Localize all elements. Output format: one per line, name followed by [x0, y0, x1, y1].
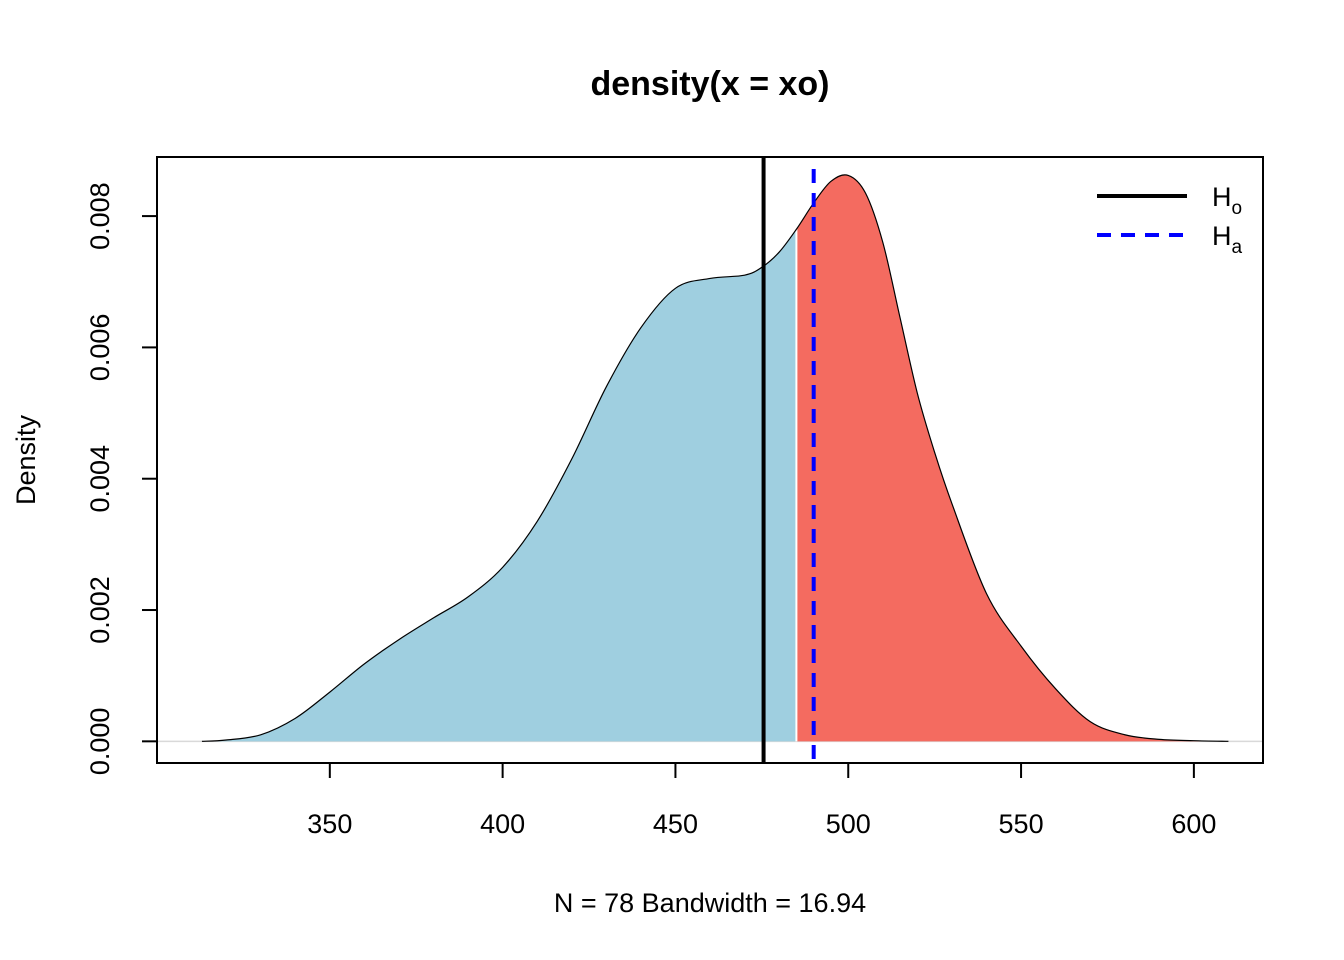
legend-label-1: Ho: [1212, 182, 1242, 219]
x-tick-label: 550: [999, 809, 1044, 839]
legend-label-2: Ha: [1212, 221, 1243, 258]
x-axis: 350 400 450 500 550 600: [307, 762, 1216, 839]
x-tick-label: 600: [1171, 809, 1216, 839]
y-tick-label: 0.002: [85, 576, 115, 644]
density-curve: [201, 174, 1229, 742]
y-axis-label: Density: [11, 414, 41, 505]
plot-area: [157, 157, 1263, 763]
x-tick-label: 350: [307, 809, 352, 839]
chart-title: density(x = xo): [590, 65, 829, 103]
x-tick-label: 400: [480, 809, 525, 839]
x-tick-label: 500: [826, 809, 871, 839]
y-tick-label: 0.004: [85, 445, 115, 513]
y-tick-label: 0.006: [85, 314, 115, 382]
y-axis: 0.000 0.002 0.004 0.006 0.008: [85, 182, 158, 776]
y-tick-label: 0.000: [85, 708, 115, 776]
right-shaded-area: [796, 174, 1229, 742]
y-tick-label: 0.008: [85, 182, 115, 250]
x-axis-label: N = 78 Bandwidth = 16.94: [554, 888, 866, 918]
left-shaded-area: [201, 227, 798, 742]
x-tick-label: 450: [653, 809, 698, 839]
